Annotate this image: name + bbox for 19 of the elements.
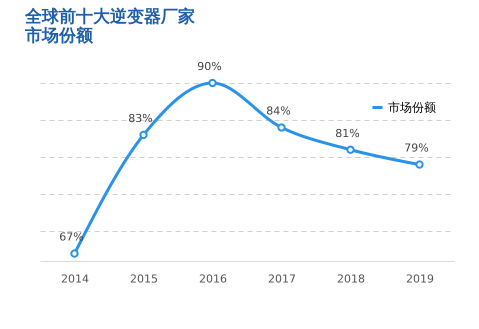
point xyxy=(208,78,217,88)
point xyxy=(139,130,148,140)
data-label: 79% xyxy=(404,142,429,155)
point xyxy=(415,160,424,169)
x-tick-label: 2019 xyxy=(406,272,434,286)
data-label: 83% xyxy=(128,112,153,125)
point xyxy=(277,123,286,132)
chart-title: 全球前十大逆变器厂家市场份额 xyxy=(24,7,195,46)
x-tick-label: 2016 xyxy=(199,272,227,286)
x-tick-label: 2014 xyxy=(61,272,89,286)
data-label: 81% xyxy=(335,126,360,140)
legend-label: 市场份额 xyxy=(388,100,436,114)
data-label: 84% xyxy=(266,104,291,118)
data-label: 90% xyxy=(197,60,222,73)
x-tick-label: 2017 xyxy=(268,272,296,286)
point xyxy=(70,249,79,258)
point xyxy=(346,146,355,154)
x-tick-label: 2015 xyxy=(130,272,158,286)
x-tick-label: 2018 xyxy=(337,272,365,286)
